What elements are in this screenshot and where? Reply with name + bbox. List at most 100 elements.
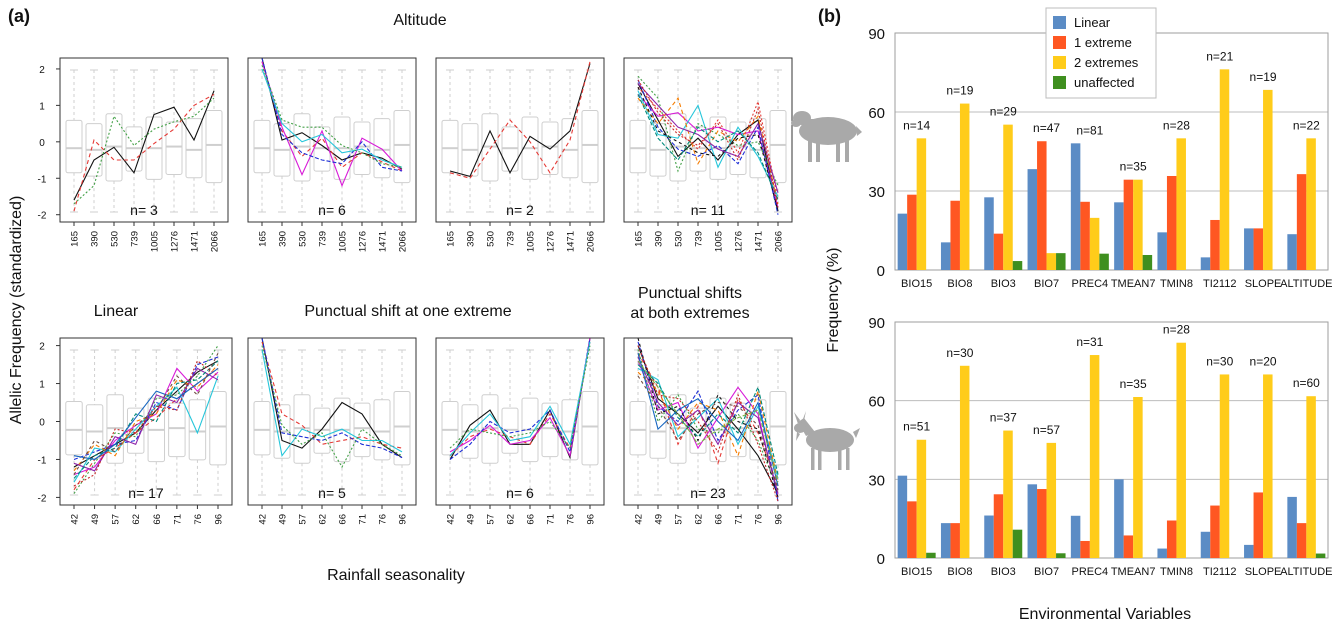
boxplot: [393, 349, 411, 496]
x-tick-label: 96: [214, 514, 225, 525]
series-line-7: [637, 96, 779, 204]
panel-frame: [623, 57, 793, 223]
y-tick-label: 0: [39, 138, 45, 149]
boxplot: [209, 349, 227, 496]
environmental-variables-xlabel: Environmental Variables: [1019, 606, 1191, 623]
bar-linear: [1114, 202, 1124, 270]
x-tick-label: 76: [193, 514, 204, 525]
bar-1-extreme: [993, 233, 1004, 270]
bar-unaffected: [1012, 261, 1023, 270]
boxplot: [253, 349, 271, 496]
x-tick-label: 49: [90, 514, 101, 525]
x-tick-label: 2066: [586, 231, 597, 252]
boxplot: [521, 69, 539, 213]
x-tick-label: 76: [566, 514, 577, 525]
bar-1-extreme: [1166, 175, 1177, 270]
boxplot-box: [65, 119, 83, 174]
category-label: ALTITUDE: [1280, 566, 1332, 578]
n-label: n=21: [1206, 49, 1233, 63]
category-label: BIO3: [991, 566, 1016, 578]
panel-frame: [435, 57, 605, 223]
series-line-1: [73, 90, 215, 201]
bar-2-extremes: [1003, 430, 1013, 558]
boxplot-box: [209, 390, 227, 466]
x-tick-label: 1276: [358, 231, 369, 252]
category-label: ALTITUDE: [1280, 278, 1332, 290]
category-label: PREC4: [1072, 566, 1109, 578]
x-tick-label: 57: [298, 514, 309, 525]
boxplot: [709, 349, 727, 496]
line-panel-altitude-linear: [73, 90, 215, 212]
boxplot: [333, 349, 351, 496]
boxplot-box: [629, 400, 647, 456]
n-label: n=14: [903, 118, 930, 132]
line-panel-altitude-two-extremes-b: [637, 75, 779, 215]
series-line-5: [637, 90, 779, 197]
x-tick-label: 530: [110, 231, 121, 247]
bar-2-extremes: [1176, 342, 1186, 558]
x-tick-label: 71: [358, 514, 369, 525]
bar-panel-frame: [894, 321, 1329, 559]
bar-2-extremes: [1133, 396, 1143, 558]
category-label: BIO15: [901, 278, 932, 290]
n-label: n=51: [903, 420, 930, 434]
series-line-1: [637, 345, 779, 494]
boxplot-box: [373, 118, 391, 179]
boxplot-box: [205, 109, 223, 184]
n-label: n=19: [1250, 70, 1277, 84]
y-tick-label: 0: [877, 551, 885, 568]
category-label: BIO15: [901, 566, 932, 578]
panel-frame: [435, 337, 605, 506]
x-tick-label: 62: [506, 514, 517, 525]
n-label: n=37: [990, 411, 1017, 425]
boxplot: [293, 69, 311, 213]
series-line-11: [73, 367, 219, 461]
series-line-3: [261, 338, 403, 459]
boxplot: [333, 69, 351, 213]
boxplot: [147, 349, 166, 496]
series-line-14: [637, 360, 779, 483]
boxplot-box: [165, 121, 183, 175]
series-line-2: [637, 352, 779, 487]
x-tick-label: 1005: [150, 231, 161, 252]
x-tick-label: 62: [694, 514, 705, 525]
n-label: n= 11: [691, 202, 726, 218]
n-label: n=57: [1033, 423, 1060, 437]
n-label: n=30: [946, 346, 973, 360]
boxplot: [353, 69, 371, 213]
boxplot: [769, 349, 787, 496]
x-tick-label: 2066: [210, 231, 221, 252]
boxplot: [709, 69, 727, 213]
boxplot: [461, 69, 479, 213]
boxplot: [649, 349, 667, 496]
x-tick-label: 96: [398, 514, 409, 525]
boxplot-box: [393, 390, 411, 466]
y-tick-label: 0: [877, 263, 885, 280]
bar-unaffected: [1099, 253, 1109, 270]
boxplot: [313, 69, 331, 213]
one-extreme-title: Punctual shift at one extreme: [304, 303, 511, 320]
series-line-9: [637, 356, 779, 494]
series-group: [261, 58, 403, 188]
x-tick-label: 49: [278, 514, 289, 525]
boxplot-box: [168, 402, 186, 458]
x-tick-label: 739: [506, 231, 517, 247]
y-tick-label: -2: [38, 493, 47, 504]
series-line-12: [73, 352, 219, 475]
bar-unaffected: [1056, 553, 1066, 558]
boxplot: [85, 69, 103, 213]
goat-icon: [794, 411, 860, 470]
series-line-1: [449, 63, 591, 178]
bar-1-extreme: [1296, 174, 1307, 270]
boxplot: [313, 349, 331, 496]
line-panel-rainfall-one-extreme: [261, 338, 403, 469]
y-tick-label: 1: [39, 101, 45, 112]
series-line-5: [261, 345, 403, 469]
boxplot: [629, 349, 647, 496]
y-tick-label: 30: [868, 184, 885, 201]
y-tick-label: 90: [868, 315, 885, 332]
boxplot: [373, 349, 391, 496]
category-label: BIO3: [991, 278, 1016, 290]
category-label: TI2112: [1203, 278, 1236, 290]
